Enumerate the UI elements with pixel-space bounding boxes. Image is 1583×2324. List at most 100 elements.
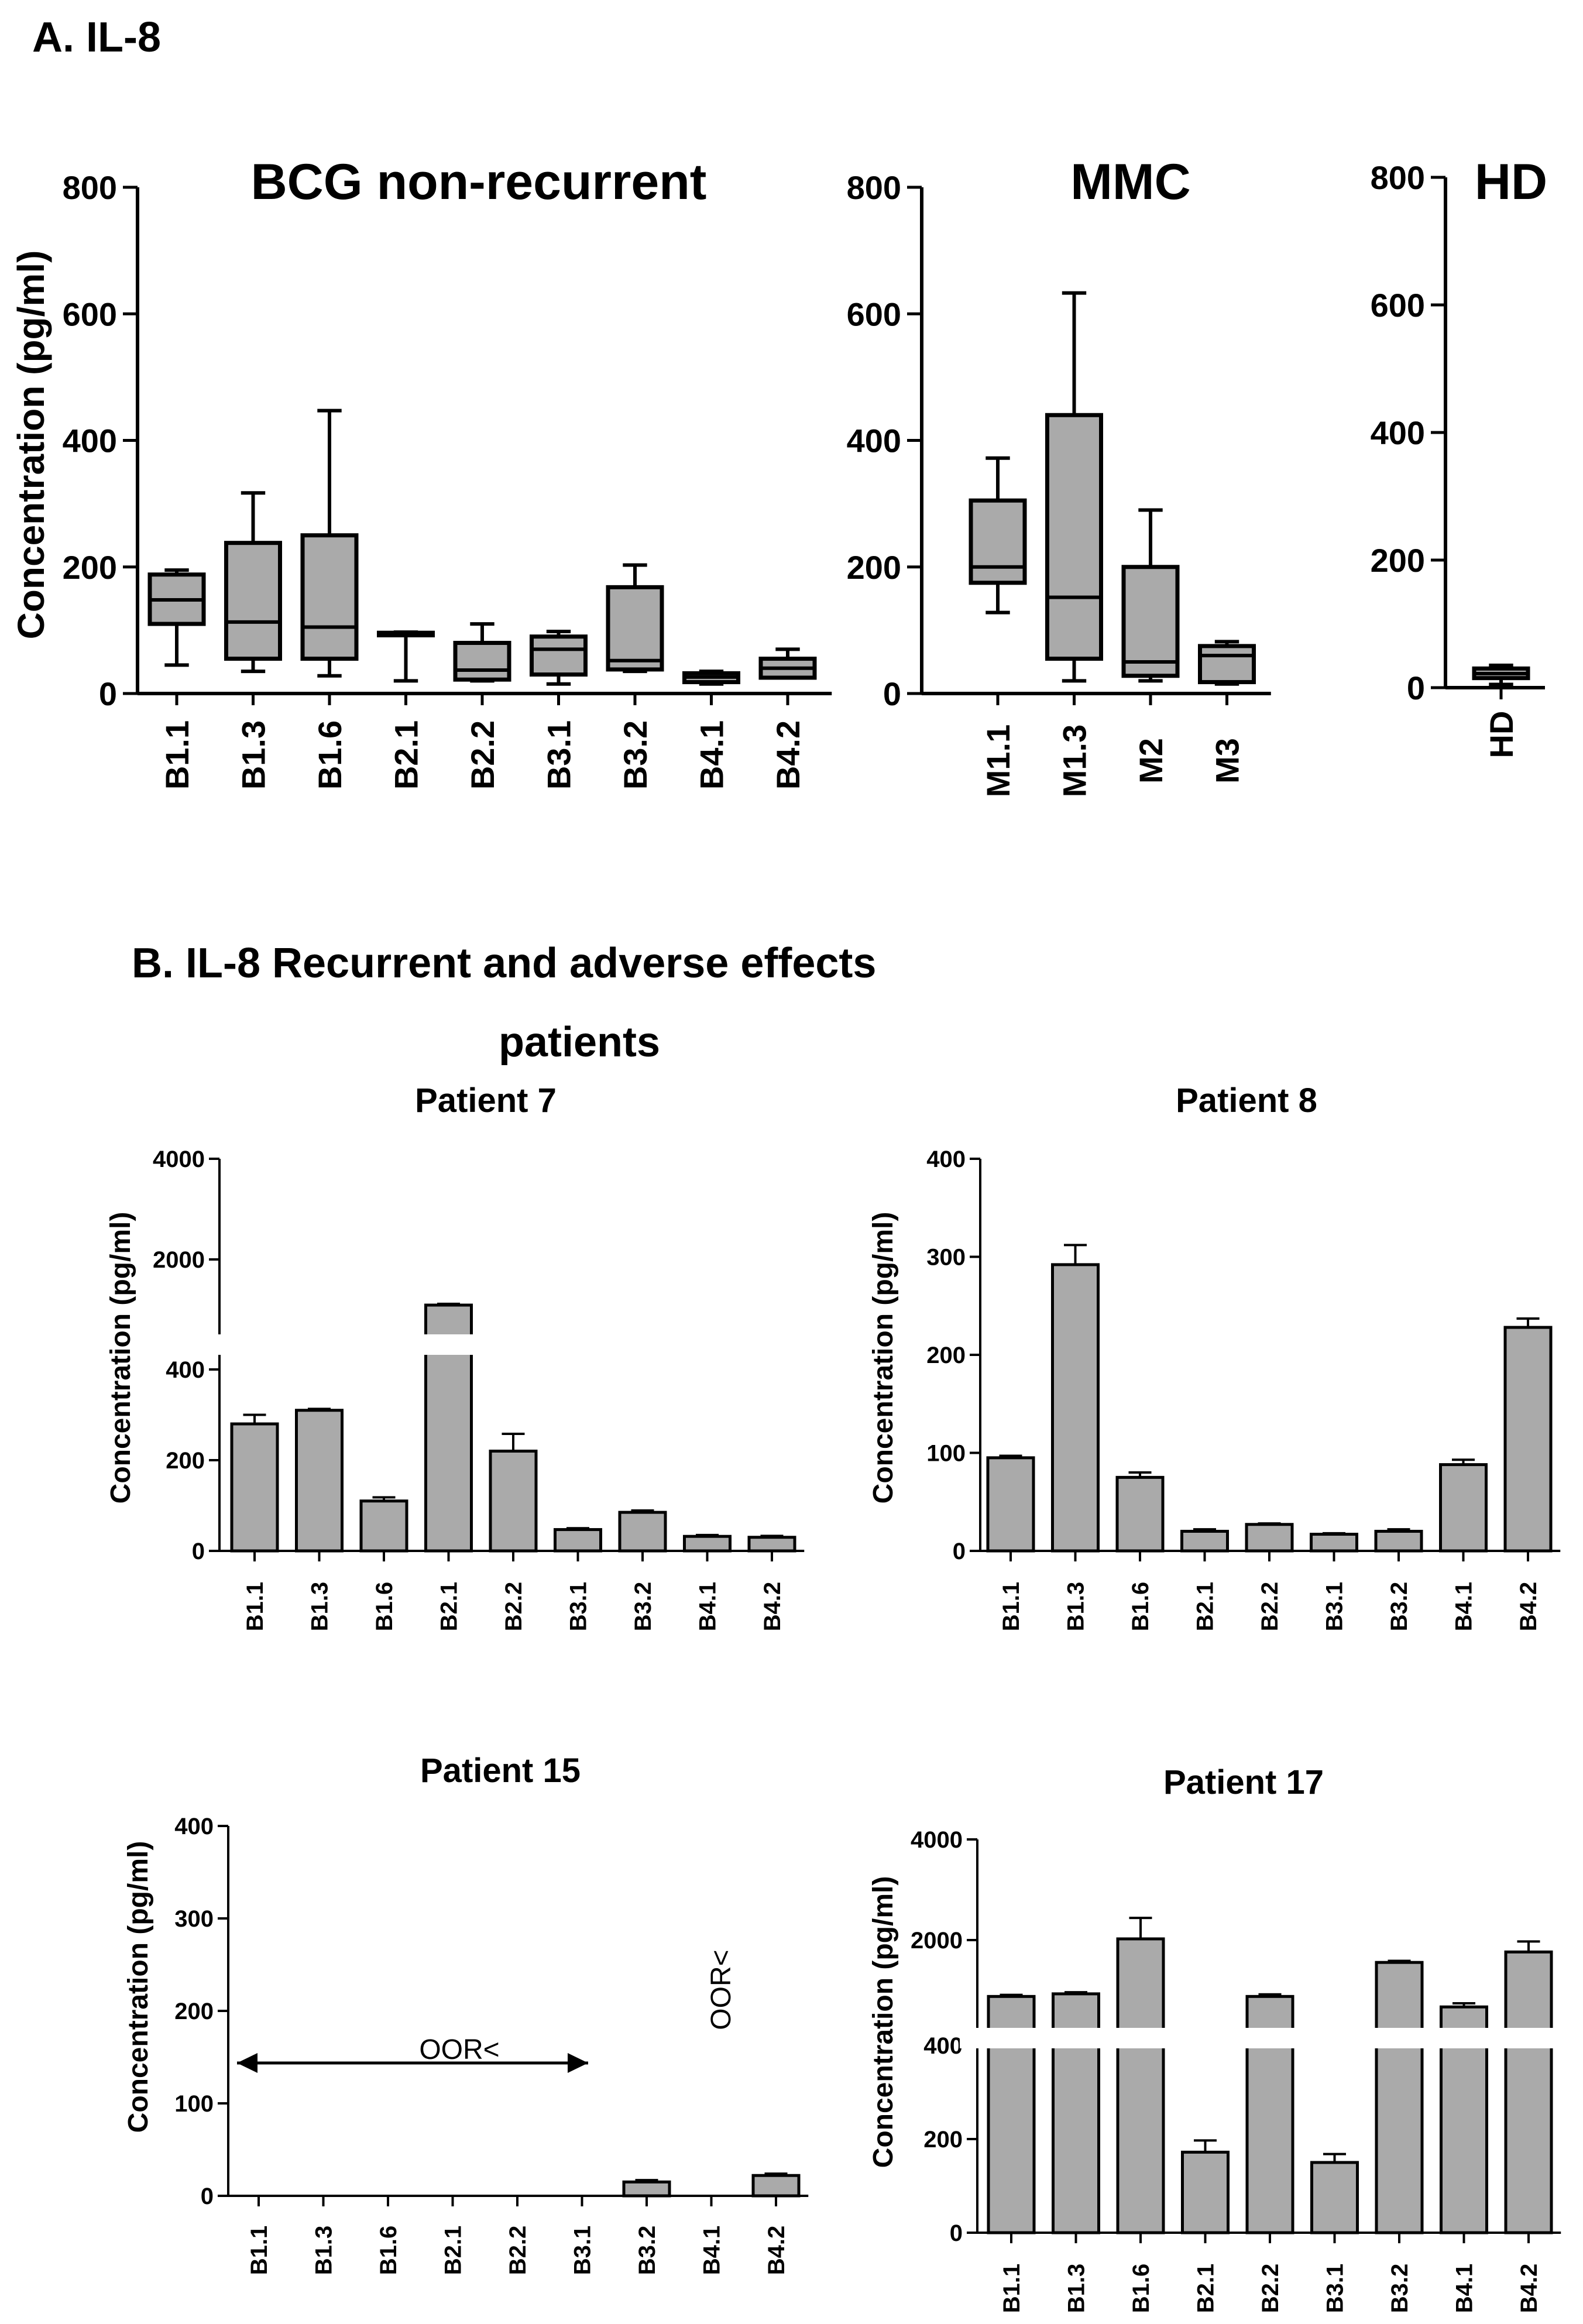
- p17-bar-B3.2: [1375, 1959, 1424, 2234]
- p17-x-tick-label: B3.2: [1387, 2264, 1413, 2313]
- bcg-box-B2.1: [377, 630, 435, 683]
- bcg-x-tick-label: B2.1: [388, 720, 425, 789]
- p15-bar-B4.2: [751, 2172, 801, 2198]
- plots-layer: 0 200 400 600 800 B1.1 B1.3 B1.6 B2.1 B2.2 B3.1 B3.…: [63, 159, 1567, 2313]
- bar: [1245, 1523, 1294, 1553]
- bcg-x-tick-label: B2.2: [464, 720, 501, 789]
- p8-x-tick-label: B1.3: [1063, 1582, 1089, 1632]
- p8-bar-B1.3: [1051, 1244, 1100, 1553]
- p7-bar-B4.1: [683, 1533, 732, 1553]
- bar: [622, 2180, 671, 2198]
- oor-b41-label: OOR<: [706, 1949, 737, 2030]
- bar: [618, 1511, 667, 1553]
- box-iqr: [224, 541, 282, 661]
- p17-x-tick-label: B4.2: [1516, 2264, 1542, 2313]
- p17-bar-B1.6: [1116, 1917, 1165, 2234]
- p15-y-tick-label: 300: [174, 1906, 214, 1932]
- bar: [986, 1456, 1035, 1553]
- hd-box-HD: [1472, 663, 1530, 686]
- bar: [1181, 2150, 1230, 2234]
- patient15-y-axis-label: Concentration (pg/ml): [123, 1841, 154, 2133]
- hd-y-tick-label: 600: [1371, 287, 1425, 324]
- p15-y-tick-label: 0: [201, 2184, 214, 2209]
- box-iqr: [1045, 413, 1103, 661]
- p17-y-tick-label: 2000: [911, 1928, 963, 1954]
- box-iqr: [530, 634, 588, 677]
- section-b-heading-line2: patients: [499, 1019, 660, 1066]
- mmc-box-M3: [1198, 640, 1256, 686]
- p15-x-tick-label: B3.2: [634, 2226, 660, 2275]
- bar: [554, 1528, 602, 1553]
- p15-x-tick-label: B1.6: [376, 2226, 401, 2275]
- hd-y-tick-label: 400: [1371, 414, 1425, 451]
- p17-axis-break-gap: [960, 2028, 1567, 2048]
- mmc-x-tick-label: M1.3: [1056, 725, 1093, 798]
- oor-range-label: OOR<: [419, 2034, 499, 2065]
- patient15-oor-annotations: OOR< OOR<: [237, 1949, 737, 2073]
- bar: [1503, 1326, 1553, 1553]
- mmc-y-tick-label: 400: [847, 423, 901, 459]
- patient17-title: Patient 17: [1163, 1763, 1324, 1801]
- mmc-y-tick-label: 200: [847, 549, 901, 586]
- p8-x-tick-label: B2.1: [1193, 1582, 1218, 1632]
- p8-bar-B1.6: [1115, 1471, 1165, 1553]
- bar: [1051, 1263, 1100, 1553]
- p7-x-tick-label: B1.1: [242, 1582, 268, 1632]
- bar: [683, 1535, 732, 1553]
- hd-chart-title: HD: [1475, 154, 1547, 210]
- bar: [489, 1450, 538, 1553]
- bcg-box-B1.6: [300, 408, 359, 678]
- bar: [1116, 1937, 1165, 2234]
- p7-x-tick-label: B2.2: [501, 1582, 527, 1632]
- p8-bar-B3.1: [1310, 1532, 1358, 1553]
- p8-x-tick-label: B3.1: [1322, 1582, 1348, 1632]
- bcg-chart-title: BCG non-recurrent: [251, 154, 707, 210]
- bcg-x-tick-label: B3.2: [617, 720, 654, 789]
- mmc-x-tick-label: M3: [1209, 738, 1246, 784]
- p8-y-tick-label: 200: [926, 1343, 966, 1368]
- bcg-box-B4.2: [758, 647, 817, 680]
- p17-x-tick-label: B2.1: [1193, 2264, 1219, 2313]
- patient17-y-axis-label: Concentration (pg/ml): [868, 1876, 899, 2168]
- p7-bar-B1.3: [295, 1408, 344, 1553]
- p8-y-tick-label: 0: [953, 1539, 966, 1564]
- p15-x-tick-label: B2.2: [505, 2226, 531, 2275]
- bar: [1310, 1533, 1358, 1553]
- p7-x-tick-label: B4.2: [760, 1582, 785, 1632]
- p8-bar-B1.1: [986, 1454, 1035, 1553]
- p8-bar-B2.1: [1180, 1528, 1229, 1553]
- p17-bar-B2.1: [1181, 2139, 1230, 2234]
- p15-x-tick-label: B1.1: [246, 2226, 272, 2275]
- patient7-title: Patient 7: [415, 1082, 557, 1120]
- mmc-y-tick-label: 800: [847, 169, 901, 206]
- bar: [1180, 1530, 1229, 1553]
- p17-y-tick-label: 0: [950, 2220, 963, 2246]
- bar: [230, 1422, 279, 1553]
- box-iqr: [1121, 565, 1180, 678]
- p8-bar-B4.1: [1439, 1458, 1488, 1553]
- p8-x-tick-label: B4.2: [1516, 1582, 1541, 1632]
- mmc-box-M1.1: [969, 456, 1027, 615]
- p7-x-tick-label: B2.1: [437, 1582, 462, 1632]
- p15-x-tick-label: B4.1: [699, 2226, 725, 2275]
- p17-x-tick-label: B1.6: [1128, 2264, 1154, 2313]
- p8-x-tick-label: B1.6: [1128, 1582, 1153, 1632]
- bcg-box-B4.1: [682, 670, 740, 686]
- p8-bar-B2.2: [1245, 1522, 1294, 1553]
- p7-bar-B4.2: [747, 1535, 796, 1553]
- hd-y-tick-label: 0: [1407, 670, 1425, 706]
- p15-x-tick-label: B2.1: [441, 2226, 466, 2275]
- p8-y-tick-label: 300: [926, 1245, 966, 1271]
- box-iqr: [300, 533, 359, 661]
- p8-x-tick-label: B4.1: [1451, 1582, 1477, 1632]
- p8-bar-B4.2: [1503, 1317, 1553, 1553]
- bar: [359, 1499, 408, 1553]
- p8-x-tick-label: B1.1: [998, 1582, 1024, 1632]
- box-iqr: [453, 641, 511, 682]
- p15-bar-B3.2: [622, 2179, 671, 2198]
- mmc-chart-title: MMC: [1070, 154, 1190, 210]
- bcg-x-tick-label: B1.1: [159, 720, 195, 789]
- bar: [1375, 1961, 1424, 2234]
- bar: [751, 2174, 801, 2198]
